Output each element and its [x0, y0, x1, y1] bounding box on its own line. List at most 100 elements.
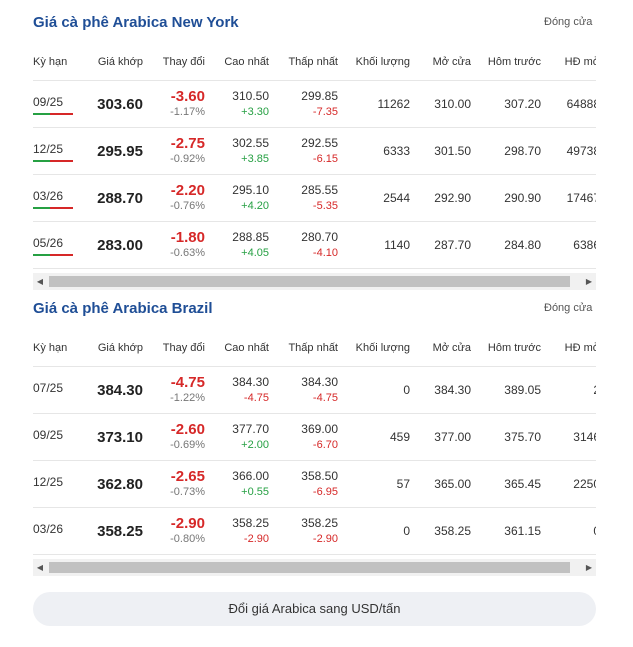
- scroll-right-icon[interactable]: ▶: [585, 563, 593, 572]
- low-value: 285.55: [301, 183, 338, 197]
- open-value: 358.25: [434, 524, 471, 538]
- term-label: 09/25: [33, 95, 64, 109]
- bar-down-segment: [50, 160, 73, 162]
- term-indicator-bar: [33, 160, 73, 162]
- low-change: -4.10: [312, 247, 338, 259]
- ny-scrollbar-thumb[interactable]: [49, 276, 570, 287]
- table-row[interactable]: 07/25 384.30 -4.75 -1.22% 384.30 -4.75 384.30-…: [33, 367, 596, 414]
- low-value: 280.70: [301, 230, 338, 244]
- header-change: Thay đổi: [162, 342, 205, 354]
- bar-up-segment: [33, 160, 50, 162]
- term-label: 09/25: [33, 428, 64, 442]
- header-low: Thấp nhất: [288, 56, 338, 68]
- change-value: -4.75: [170, 374, 205, 391]
- table-row[interactable]: 12/25 295.95 -2.75 -0.92% 302.55 +3.85 292.55 -…: [33, 128, 596, 175]
- header-prev: Hôm trước: [487, 56, 541, 68]
- convert-usd-ton-button[interactable]: Đổi giá Arabica sang USD/tấn: [33, 592, 596, 626]
- header-change: Thay đổi: [162, 56, 205, 68]
- ny-section-title: Giá cà phê Arabica New York: [33, 14, 239, 31]
- open-interest-value: 64888: [566, 97, 596, 111]
- high-change: +3.30: [241, 106, 269, 118]
- volume-value: 57: [396, 477, 410, 491]
- price-value: 288.70: [97, 190, 143, 207]
- header-open: Mở cửa: [432, 56, 471, 68]
- low-value: 299.85: [301, 89, 338, 103]
- table-row[interactable]: 03/26 358.25 -2.90 -0.80% 358.25 -2.90 358.25-…: [33, 508, 596, 555]
- change-percent: -0.69%: [170, 439, 205, 451]
- low-change: -2.90: [312, 533, 338, 545]
- open-value: 365.00: [434, 477, 471, 491]
- prev-close-value: 290.90: [504, 191, 541, 205]
- scroll-right-icon[interactable]: ▶: [585, 277, 593, 286]
- prev-close-value: 284.80: [504, 238, 541, 252]
- high-value: 366.00: [232, 469, 269, 483]
- table-row[interactable]: 12/25 362.80 -2.65 -0.73% 366.00 +0.55 358.50 -…: [33, 461, 596, 508]
- scroll-left-icon[interactable]: ◀: [36, 277, 44, 286]
- change-value: -3.60: [170, 88, 205, 105]
- high-value: 302.55: [232, 136, 269, 150]
- term-label: 05/26: [33, 236, 64, 250]
- low-value: 384.30: [301, 375, 338, 389]
- prev-close-value: 361.15: [504, 524, 541, 538]
- term-indicator-bar: [33, 254, 73, 256]
- volume-value: 6333: [383, 144, 410, 158]
- br-table-header: Kỳ hạn Giá khớp Thay đổi Cao nhất Thấp nhất K…: [33, 330, 596, 367]
- header-open-interest: HĐ mở: [564, 342, 596, 354]
- open-interest-value: 6386: [573, 238, 596, 252]
- ny-close-label: Đóng cửa: [544, 16, 593, 28]
- header-volume: Khối lượng: [355, 56, 410, 68]
- change-value: -2.60: [170, 421, 205, 438]
- price-value: 283.00: [97, 237, 143, 254]
- header-price: Giá khớp: [97, 342, 143, 354]
- br-section-title: Giá cà phê Arabica Brazil: [33, 300, 213, 317]
- change-value: -2.65: [170, 468, 205, 485]
- volume-value: 2544: [383, 191, 410, 205]
- volume-value: 11262: [377, 97, 410, 111]
- change-percent: -0.80%: [170, 533, 205, 545]
- change-value: -2.75: [170, 135, 205, 152]
- high-change: +4.20: [241, 200, 269, 212]
- open-value: 377.00: [434, 430, 471, 444]
- change-percent: -0.63%: [170, 247, 205, 259]
- prev-close-value: 375.70: [504, 430, 541, 444]
- ny-horizontal-scrollbar[interactable]: ◀ ▶: [33, 273, 596, 290]
- scroll-left-icon[interactable]: ◀: [36, 563, 44, 572]
- low-change: -6.70: [312, 439, 338, 451]
- prev-close-value: 298.70: [504, 144, 541, 158]
- change-value: -1.80: [170, 229, 205, 246]
- header-low: Thấp nhất: [288, 342, 338, 354]
- table-row[interactable]: 05/26 283.00 -1.80 -0.63% 288.85 +4.05 280.70 -…: [33, 222, 596, 269]
- table-row[interactable]: 03/26 288.70 -2.20 -0.76% 295.10 +4.20 285.55 -…: [33, 175, 596, 222]
- price-value: 303.60: [97, 96, 143, 113]
- header-term: Kỳ hạn: [33, 342, 68, 354]
- open-interest-value: 3146: [573, 430, 596, 444]
- open-interest-value: 0: [538, 524, 596, 538]
- table-row[interactable]: 09/25 303.60 -3.60 -1.17% 310.50 +3.30 299.85 -…: [33, 81, 596, 128]
- header-high: Cao nhất: [224, 342, 269, 354]
- high-value: 384.30: [232, 375, 269, 389]
- header-price: Giá khớp: [97, 56, 143, 68]
- high-value: 310.50: [232, 89, 269, 103]
- open-value: 292.90: [434, 191, 471, 205]
- open-interest-value: 49738: [566, 144, 596, 158]
- price-value: 373.10: [97, 429, 143, 446]
- high-value: 288.85: [232, 230, 269, 244]
- table-row[interactable]: 09/25 373.10 -2.60 -0.69% 377.70 +2.00 369.00 -…: [33, 414, 596, 461]
- br-scrollbar-thumb[interactable]: [49, 562, 570, 573]
- term-indicator-bar: [33, 113, 73, 115]
- change-percent: -0.73%: [170, 486, 205, 498]
- bar-up-segment: [33, 254, 50, 256]
- high-change: +4.05: [241, 247, 269, 259]
- bar-down-segment: [50, 113, 73, 115]
- bar-up-segment: [33, 113, 50, 115]
- high-change: +3.85: [241, 153, 269, 165]
- term-label: 03/26: [33, 522, 64, 536]
- low-change: -5.35: [312, 200, 338, 212]
- br-section: Giá cà phê Arabica Brazil Đóng cửa Kỳ hạ…: [33, 300, 596, 576]
- header-prev: Hôm trước: [487, 342, 541, 354]
- br-horizontal-scrollbar[interactable]: ◀ ▶: [33, 559, 596, 576]
- high-change: -2.90: [243, 533, 269, 545]
- low-value: 358.25: [301, 516, 338, 530]
- volume-value: 1140: [384, 238, 410, 252]
